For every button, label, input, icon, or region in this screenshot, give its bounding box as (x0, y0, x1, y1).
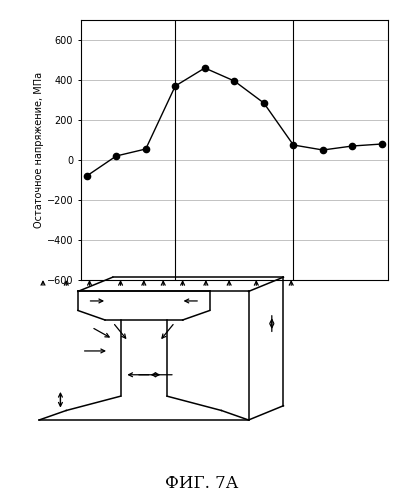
Y-axis label: Остаточное напряжение, МПа: Остаточное напряжение, МПа (34, 72, 44, 228)
Text: ФИГ. 7А: ФИГ. 7А (165, 476, 239, 492)
